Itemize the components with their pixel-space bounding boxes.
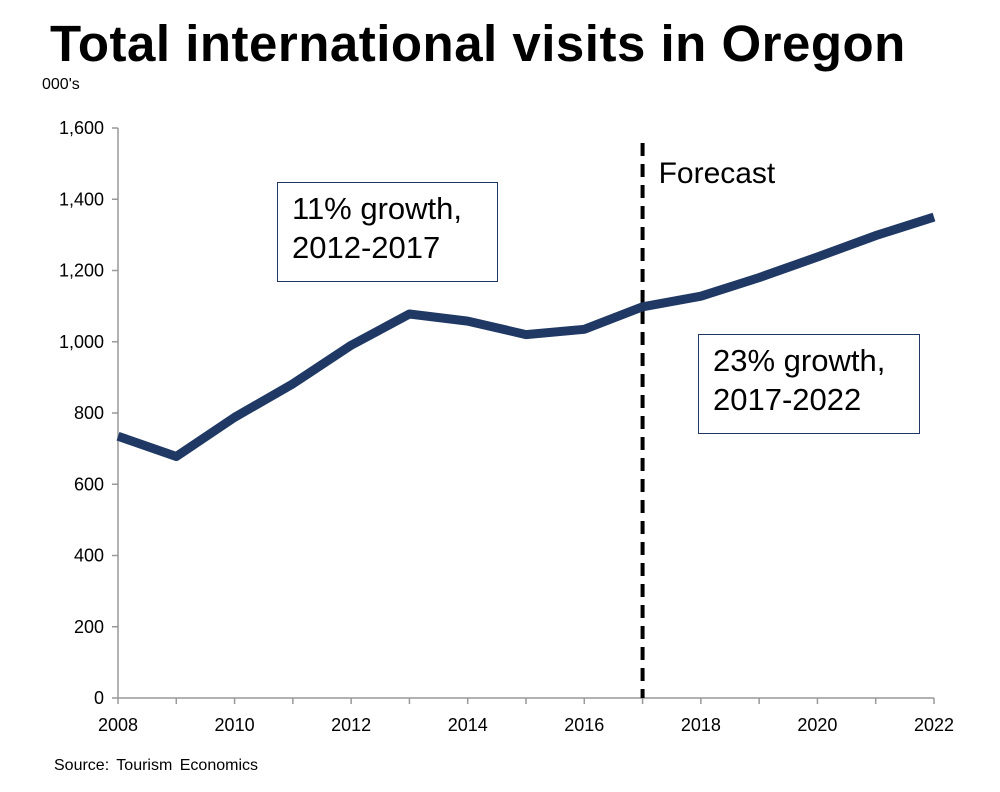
y-axis-unit-label: 000's (42, 76, 80, 93)
y-tick-label: 200 (74, 617, 104, 637)
x-tick-label: 2014 (448, 715, 488, 735)
forecast-marker: Forecast (640, 143, 776, 698)
y-tick-label: 800 (74, 403, 104, 423)
y-tick-label: 1,200 (59, 261, 104, 281)
y-tick-label: 1,000 (59, 332, 104, 352)
x-tick-labels: 2008 2010 2012 2014 2016 2018 2020 2022 (98, 715, 954, 735)
annotation-line: 2012-2017 (292, 230, 441, 265)
series-lines (116, 212, 936, 461)
forecast-label: Forecast (659, 157, 776, 190)
y-tick-label: 400 (74, 546, 104, 566)
x-tick-label: 2020 (797, 715, 837, 735)
y-tick-labels: 0 200 400 600 800 1,000 1,200 1,400 1,600 (59, 118, 104, 708)
axes (112, 127, 935, 704)
x-tick-label: 2018 (681, 715, 721, 735)
x-tick-label: 2012 (331, 715, 371, 735)
x-tick-label: 2010 (215, 715, 255, 735)
y-tick-label: 600 (74, 474, 104, 494)
chart-title: Total international visits in Oregon (50, 15, 906, 72)
x-tick-label: 2022 (914, 715, 954, 735)
y-tick-label: 1,400 (59, 189, 104, 209)
y-tick-label: 1,600 (59, 118, 104, 138)
x-tick-label: 2008 (98, 715, 138, 735)
annotation-growth-2017-2022: 23% growth, 2017-2022 (698, 334, 920, 434)
source-note: Source: Tourism Economics (54, 757, 258, 774)
y-tick-label: 0 (94, 688, 104, 708)
annotation-line: 2017-2022 (713, 382, 862, 417)
annotation-growth-2012-2017: 11% growth, 2012-2017 (277, 182, 498, 282)
annotation-line: 23% growth, (713, 343, 886, 378)
annotation-line: 11% growth, (292, 191, 463, 226)
x-tick-label: 2016 (564, 715, 604, 735)
